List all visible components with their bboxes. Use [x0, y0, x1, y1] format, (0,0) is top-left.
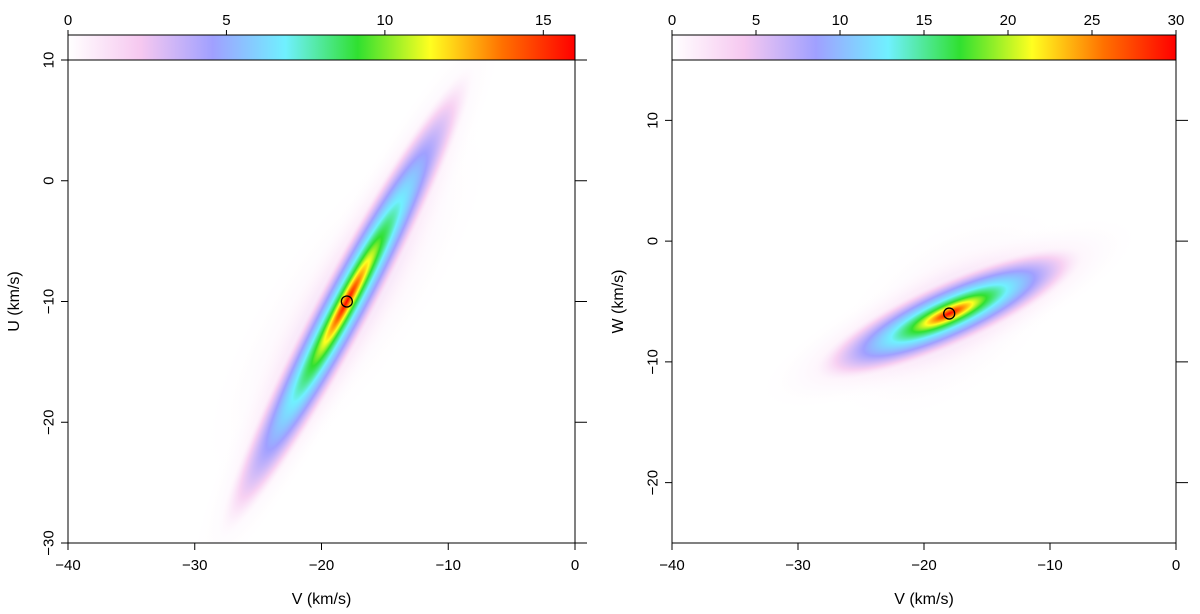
x-axis-label-uv: V (km/s)	[292, 591, 352, 608]
x-tick-label: −40	[659, 557, 684, 574]
right-panel-wv: 0 5 10 15 20 25 30 −40 −30 −20 −10 0 −20 −10 0 10 V (k…	[610, 12, 1188, 608]
colorbar-tick-label: 5	[222, 12, 230, 29]
x-tick-label: −30	[785, 557, 810, 574]
density-cloud	[186, 60, 508, 543]
density-map-wv	[756, 201, 1143, 426]
colorbar-tick-label: 0	[668, 12, 676, 29]
y-tick-label: 0	[644, 237, 661, 245]
x-tick-label: −40	[55, 557, 80, 574]
colorbar-bar	[67, 34, 576, 61]
colorbar-tick-label: 5	[752, 12, 760, 29]
y-axis-label-wv: W (km/s)	[610, 270, 627, 334]
peak-marker-wv	[943, 307, 956, 320]
colorbar-tick-label: 25	[1084, 12, 1101, 29]
y-tick-label: 10	[644, 112, 661, 129]
colorbar-tick-label: 20	[1000, 12, 1017, 29]
x-tick-label: −30	[182, 557, 207, 574]
x-tick-label: −10	[1037, 557, 1062, 574]
y-tick-label: −10	[40, 289, 57, 314]
x-tick-label: −20	[309, 557, 334, 574]
peak-marker-uv	[340, 295, 354, 308]
colorbar-tick-label: 30	[1168, 12, 1185, 29]
density-map-uv	[186, 60, 508, 543]
y-tick-label: −20	[644, 470, 661, 495]
left-panel-uv: 0 5 10 15 −40 −30 −20 −10 0 −30 −20 −10 0 10 V (km/s…	[6, 12, 587, 608]
density-core	[811, 245, 1087, 383]
colorbar-tick-label: 10	[832, 12, 849, 29]
density-cloud	[756, 201, 1143, 426]
x-tick-label: 0	[571, 557, 579, 574]
colorbar-tick-label: 15	[916, 12, 933, 29]
axes-wv: −40 −30 −20 −10 0 −20 −10 0 10	[644, 112, 1188, 574]
colorbar-tick-label: 10	[377, 12, 394, 29]
colorbar-bar	[671, 34, 1177, 61]
y-tick-label: −30	[40, 530, 57, 555]
colorbar-uv: 0 5 10 15	[64, 12, 576, 61]
colorbar-tick-label: 0	[64, 12, 72, 29]
colorbar-tick-label: 15	[535, 12, 552, 29]
colorbar-wv: 0 5 10 15 20 25 30	[668, 12, 1185, 61]
density-core	[217, 62, 477, 541]
y-axis-label-uv: U (km/s)	[6, 271, 23, 331]
x-tick-label: −10	[436, 557, 461, 574]
y-tick-label: 0	[40, 177, 57, 185]
x-axis-label-wv: V (km/s)	[894, 591, 954, 608]
x-tick-label: −20	[911, 557, 936, 574]
x-tick-label: 0	[1172, 557, 1180, 574]
y-tick-label: 10	[40, 52, 57, 69]
axes-uv: −40 −30 −20 −10 0 −30 −20 −10 0 10	[40, 52, 587, 574]
y-tick-label: −20	[40, 410, 57, 435]
y-tick-label: −10	[644, 349, 661, 374]
